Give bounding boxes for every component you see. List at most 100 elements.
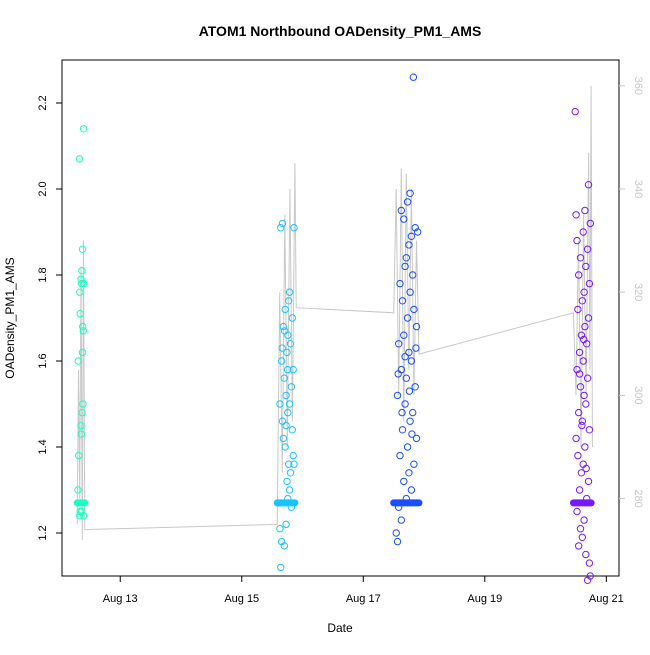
series-2-point bbox=[290, 460, 298, 468]
series-4-point bbox=[578, 533, 586, 541]
series-2-point bbox=[282, 391, 290, 400]
series-3-point bbox=[396, 279, 404, 288]
series-4-point bbox=[583, 374, 592, 382]
series-2-point bbox=[285, 460, 293, 468]
series-4-point bbox=[580, 288, 588, 296]
series-4-point bbox=[580, 516, 588, 524]
series-1-point bbox=[78, 507, 86, 516]
series-4-point bbox=[584, 314, 593, 322]
series-3-point bbox=[400, 331, 408, 339]
series-2-point bbox=[287, 503, 296, 511]
series-3-point bbox=[393, 537, 402, 546]
x-tick-label: Aug 13 bbox=[103, 593, 138, 605]
y-tick-label: 1.2 bbox=[37, 525, 49, 540]
series-3-point bbox=[403, 314, 412, 322]
series-2-point bbox=[280, 542, 288, 550]
series-2-point bbox=[285, 400, 294, 408]
series-1-point bbox=[79, 322, 87, 331]
series-1-point bbox=[75, 155, 84, 163]
series-3-point bbox=[410, 305, 418, 314]
y-axis-title: OADensity_PM1_AMS bbox=[3, 257, 17, 378]
series-4-point bbox=[576, 254, 585, 262]
y-axis-right: 280 300 320 340 360 bbox=[619, 77, 644, 508]
series-4-point bbox=[577, 331, 586, 339]
series-4-point bbox=[584, 477, 593, 486]
series-3-point bbox=[396, 451, 404, 460]
series-3-point bbox=[400, 477, 408, 486]
series-3-point bbox=[406, 189, 414, 198]
series-4-point bbox=[581, 443, 589, 451]
series-1-point bbox=[78, 267, 86, 275]
series-4-point bbox=[578, 417, 586, 425]
series-1-point bbox=[77, 275, 85, 283]
y-right-tick-label: 360 bbox=[632, 77, 644, 95]
series-3-point bbox=[409, 408, 417, 417]
series-2-point bbox=[285, 288, 294, 296]
series-1-point bbox=[78, 408, 86, 417]
series-2-point bbox=[289, 365, 297, 374]
series-4-point bbox=[575, 370, 584, 378]
series-3-point bbox=[405, 469, 413, 477]
series-4-point bbox=[581, 322, 589, 331]
series-2-point bbox=[280, 374, 288, 382]
series-4-point bbox=[580, 335, 588, 344]
series-3-point bbox=[394, 370, 402, 378]
series-3-point bbox=[409, 271, 417, 279]
series-3-point bbox=[398, 426, 407, 434]
series-4-point bbox=[577, 469, 586, 477]
series-3-point bbox=[411, 383, 419, 391]
series-4-point bbox=[576, 383, 585, 391]
series-3-point bbox=[400, 215, 408, 223]
series-4-point bbox=[582, 400, 590, 408]
series-1-point bbox=[76, 288, 84, 296]
series-2-point bbox=[281, 443, 289, 451]
series-4-point bbox=[574, 305, 582, 314]
series-3-point bbox=[405, 387, 414, 395]
series-4-point bbox=[579, 357, 587, 365]
series-2-point bbox=[278, 344, 286, 352]
series-3-point bbox=[402, 254, 410, 262]
series-3-point bbox=[401, 353, 409, 361]
series-4-point bbox=[571, 107, 579, 116]
series-1-point bbox=[78, 348, 87, 357]
series-4-point bbox=[573, 507, 581, 516]
series-1-point bbox=[78, 279, 86, 288]
series-4-point bbox=[576, 525, 585, 533]
x-tick-label: Aug 15 bbox=[224, 593, 259, 605]
series-4-point bbox=[586, 219, 594, 228]
series-2-point bbox=[279, 322, 288, 331]
y-tick-label: 2.2 bbox=[37, 95, 49, 110]
series-2-point bbox=[283, 348, 291, 357]
series-2-point bbox=[277, 224, 285, 232]
series-3-point bbox=[405, 348, 413, 357]
y-tick-label: 2.0 bbox=[37, 181, 49, 196]
series-2-point bbox=[278, 417, 287, 425]
x-tick-label: Aug 21 bbox=[589, 593, 624, 605]
series-3-point bbox=[392, 529, 400, 537]
series-2-point bbox=[282, 520, 290, 529]
series-1-point bbox=[74, 357, 83, 365]
series-2-point bbox=[280, 327, 289, 335]
series-1-point bbox=[79, 125, 88, 133]
series-2-point bbox=[284, 331, 292, 339]
series-2-point bbox=[283, 365, 292, 374]
secondary-line-layer bbox=[76, 85, 593, 540]
series-4-point bbox=[575, 408, 583, 417]
series-2-point bbox=[290, 224, 298, 232]
series-3-point bbox=[401, 262, 409, 271]
x-axis: Aug 13 Aug 15 Aug 17 Aug 19 Aug 21 bbox=[103, 576, 624, 605]
series-3-point bbox=[403, 198, 412, 206]
series-2-point bbox=[284, 494, 292, 503]
series-3-point bbox=[402, 494, 410, 503]
series-1-point bbox=[74, 486, 82, 494]
series-4-point bbox=[582, 464, 590, 473]
series-4-point bbox=[578, 297, 586, 305]
series-3-point bbox=[407, 486, 416, 494]
series-2-point bbox=[289, 451, 297, 460]
series-4-point bbox=[578, 421, 586, 430]
series-3-point bbox=[398, 408, 406, 417]
series-3-point bbox=[410, 460, 418, 468]
series-3-point bbox=[397, 206, 405, 215]
series-3-point bbox=[409, 73, 418, 81]
